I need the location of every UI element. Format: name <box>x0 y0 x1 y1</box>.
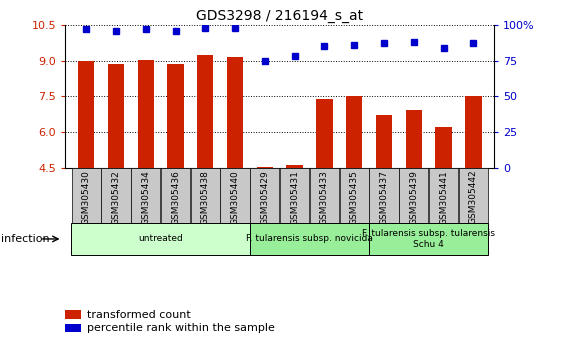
Bar <box>227 57 243 168</box>
Text: GSM305437: GSM305437 <box>379 170 389 225</box>
Bar <box>250 223 369 255</box>
Bar <box>376 115 392 168</box>
Bar <box>459 168 488 223</box>
Text: GSM305439: GSM305439 <box>410 170 418 225</box>
Text: GSM305429: GSM305429 <box>260 170 269 224</box>
Text: GSM305431: GSM305431 <box>290 170 299 225</box>
Bar <box>310 168 339 223</box>
Bar <box>220 168 250 223</box>
Text: F. tularensis subsp. tularensis
Schu 4: F. tularensis subsp. tularensis Schu 4 <box>362 229 495 249</box>
Bar <box>316 99 333 168</box>
Bar <box>108 64 124 168</box>
Bar <box>369 223 488 255</box>
Text: infection: infection <box>1 234 49 244</box>
Text: GSM305432: GSM305432 <box>111 170 120 224</box>
Bar <box>346 96 362 168</box>
Text: GSM305430: GSM305430 <box>82 170 91 225</box>
Bar <box>65 324 81 332</box>
Bar <box>429 168 458 223</box>
Bar <box>286 165 303 168</box>
Text: percentile rank within the sample: percentile rank within the sample <box>87 323 275 333</box>
Bar <box>250 168 279 223</box>
Bar <box>72 168 101 223</box>
Text: GSM305434: GSM305434 <box>141 170 150 224</box>
Bar <box>131 168 160 223</box>
Bar <box>406 110 422 168</box>
Bar <box>340 168 369 223</box>
Bar <box>101 168 131 223</box>
Text: GSM305442: GSM305442 <box>469 170 478 224</box>
Text: transformed count: transformed count <box>87 310 191 320</box>
Bar <box>71 223 250 255</box>
Text: F. tularensis subsp. novicida: F. tularensis subsp. novicida <box>246 234 373 244</box>
Bar <box>78 61 94 168</box>
Bar <box>257 167 273 168</box>
Text: GSM305441: GSM305441 <box>439 170 448 224</box>
Text: GSM305433: GSM305433 <box>320 170 329 225</box>
Text: GSM305440: GSM305440 <box>231 170 240 224</box>
Bar <box>197 55 214 168</box>
Bar <box>65 310 81 319</box>
Bar <box>280 168 309 223</box>
Text: GDS3298 / 216194_s_at: GDS3298 / 216194_s_at <box>196 9 364 23</box>
Bar <box>369 168 399 223</box>
Bar <box>161 168 190 223</box>
Bar <box>137 60 154 168</box>
Text: GSM305438: GSM305438 <box>201 170 210 225</box>
Bar <box>399 168 428 223</box>
Text: untreated: untreated <box>138 234 183 244</box>
Text: GSM305436: GSM305436 <box>171 170 180 225</box>
Bar <box>465 96 482 168</box>
Bar <box>435 127 452 168</box>
Text: GSM305435: GSM305435 <box>350 170 358 225</box>
Bar <box>191 168 220 223</box>
Bar <box>168 64 183 168</box>
